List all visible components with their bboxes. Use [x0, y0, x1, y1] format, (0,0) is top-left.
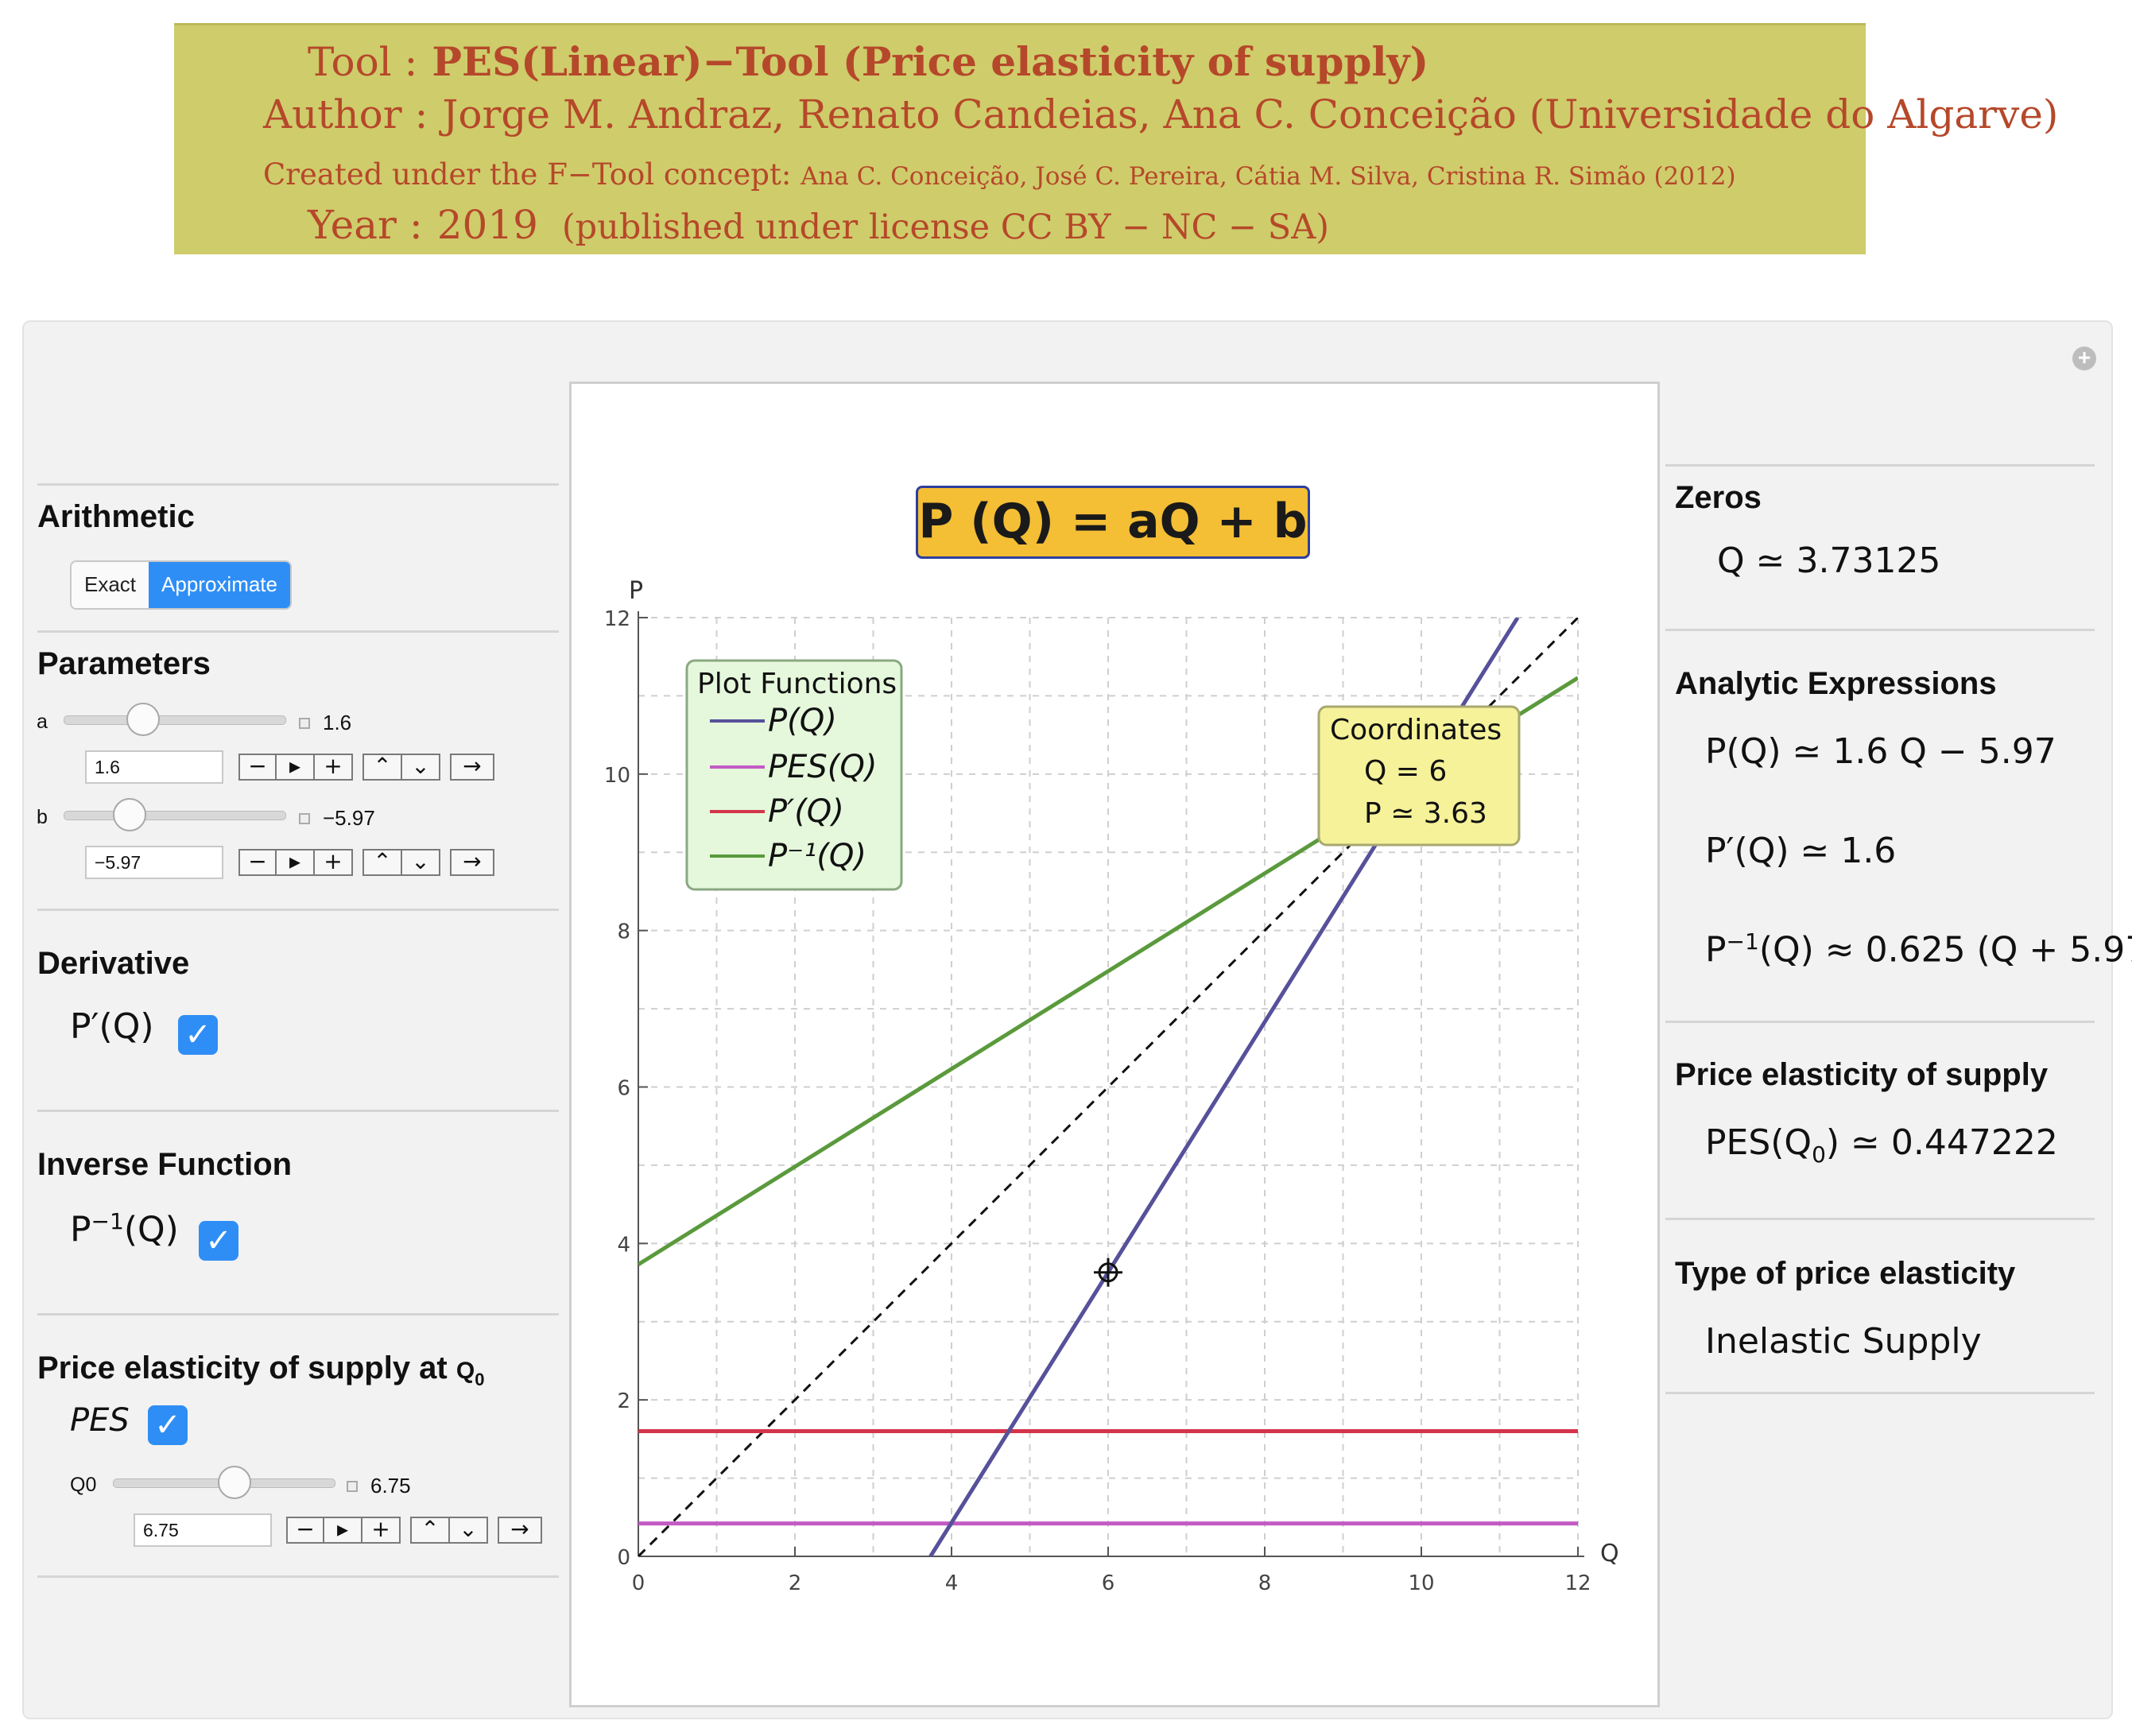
a-input[interactable]: 1.6: [85, 750, 223, 784]
b-decrement-button[interactable]: −: [238, 849, 277, 876]
pes-result-sub: 0: [1812, 1141, 1826, 1168]
derivative-label: P′(Q): [70, 1006, 154, 1047]
analytic-inverse: P−1(Q) ≈ 0.625 (Q + 5.97): [1705, 928, 2132, 971]
q0-slower-button[interactable]: ⌄: [448, 1517, 488, 1544]
b-faster-button[interactable]: ⌃: [362, 849, 402, 876]
a-faster-button[interactable]: ⌃: [362, 754, 402, 781]
b-slower-button[interactable]: ⌄: [401, 849, 440, 876]
analytic-p: P(Q) ≃ 1.6 Q − 5.97: [1705, 731, 2056, 772]
license-text: (published under license CC BY − NC − SA…: [561, 207, 1330, 247]
tool-line: Tool : PES(Linear)−Tool (Price elasticity…: [308, 38, 1428, 85]
a-slower-button[interactable]: ⌄: [401, 754, 440, 781]
type-title: Type of price elasticity: [1675, 1256, 2016, 1291]
inverse-label-arg: (Q): [123, 1209, 179, 1250]
q0-direction-button[interactable]: →: [498, 1517, 542, 1544]
q0-slider-handle[interactable]: [217, 1466, 251, 1499]
divider: [1665, 464, 2095, 467]
inverse-label: P−1(Q): [70, 1208, 179, 1250]
plot-frame: [569, 382, 1660, 1707]
a-play-button[interactable]: ▸: [275, 754, 315, 781]
b-play-button[interactable]: ▸: [275, 849, 315, 876]
pes-title: Price elasticity of supply at Q0: [37, 1350, 484, 1390]
a-slider-handle[interactable]: [126, 703, 161, 736]
author-value: Jorge M. Andraz, Renato Candeias, Ana C.…: [442, 91, 2059, 138]
concept-line: Created under the F−Tool concept: Ana C.…: [263, 157, 1736, 192]
zeros-value: Q ≃ 3.73125: [1717, 541, 1941, 581]
approximate-button[interactable]: Approximate: [149, 562, 290, 608]
divider: [37, 1313, 559, 1316]
divider: [37, 1110, 559, 1112]
tool-label: Tool :: [308, 39, 418, 85]
arithmetic-title: Arithmetic: [37, 499, 195, 534]
inverse-checkbox[interactable]: ✓: [199, 1221, 238, 1261]
b-increment-button[interactable]: +: [313, 849, 353, 876]
b-input[interactable]: −5.97: [85, 846, 223, 879]
q0-value: 6.75: [370, 1474, 411, 1498]
type-value: Inelastic Supply: [1705, 1321, 1982, 1362]
analytic-inverse-base: P: [1705, 929, 1727, 971]
pes-result-rest: ) ≃ 0.447222: [1825, 1122, 2058, 1163]
divider: [37, 909, 559, 911]
a-slider-minus-icon[interactable]: [299, 718, 310, 729]
analytic-derivative: P′(Q) ≃ 1.6: [1705, 831, 1897, 871]
a-slider-label: a: [37, 711, 48, 733]
b-value: −5.97: [323, 806, 375, 830]
q0-play-button[interactable]: ▸: [323, 1517, 362, 1544]
a-increment-button[interactable]: +: [313, 754, 353, 781]
pes-result-value: PES(Q0) ≃ 0.447222: [1705, 1122, 2058, 1168]
b-slider-label: b: [37, 806, 48, 828]
a-direction-button[interactable]: →: [450, 754, 494, 781]
inverse-title: Inverse Function: [37, 1147, 293, 1182]
divider: [1665, 1021, 2095, 1023]
b-slider-track[interactable]: [64, 811, 286, 820]
analytic-title: Analytic Expressions: [1675, 666, 1997, 701]
derivative-checkbox[interactable]: ✓: [178, 1015, 218, 1055]
a-value: 1.6: [323, 711, 352, 734]
analytic-inverse-rest: (Q) ≈ 0.625 (Q + 5.97): [1758, 929, 2132, 971]
b-direction-button[interactable]: →: [450, 849, 494, 876]
divider: [37, 483, 559, 486]
pes-title-sub: Q: [455, 1358, 475, 1384]
a-decrement-button[interactable]: −: [238, 754, 277, 781]
q0-slider-minus-icon[interactable]: [347, 1481, 358, 1492]
divider: [1665, 1218, 2095, 1220]
divider: [37, 630, 559, 633]
divider: [1665, 629, 2095, 631]
year-value: 2019: [436, 202, 538, 248]
year-line: Year : 2019 (published under license CC B…: [308, 202, 1329, 248]
a-slider-track[interactable]: [64, 715, 286, 725]
b-slider-minus-icon[interactable]: [299, 813, 310, 824]
pes-title-text: Price elasticity of supply at: [37, 1350, 448, 1385]
concept-label: Created under the F−Tool concept:: [263, 157, 792, 192]
pes-checkbox[interactable]: ✓: [148, 1405, 188, 1445]
pes-checkbox-label: PES: [70, 1402, 130, 1439]
concept-value: Ana C. Conceição, José C. Pereira, Cátia…: [800, 162, 1736, 191]
q0-increment-button[interactable]: +: [361, 1517, 401, 1544]
inverse-label-sup: −1: [91, 1208, 124, 1234]
pes-title-sub-index: 0: [475, 1370, 485, 1389]
parameters-title: Parameters: [37, 646, 211, 681]
year-label: Year :: [308, 202, 423, 248]
q0-faster-button[interactable]: ⌃: [410, 1517, 450, 1544]
analytic-inverse-sup: −1: [1726, 928, 1759, 955]
pes-result-base: PES(Q: [1705, 1122, 1812, 1163]
formula-box: P (Q) = aQ + b: [916, 486, 1310, 559]
q0-slider-label: Q0: [70, 1474, 97, 1496]
author-line: Author : Jorge M. Andraz, Renato Candeias…: [263, 91, 2058, 138]
zeros-title: Zeros: [1675, 480, 1762, 515]
b-slider-handle[interactable]: [113, 798, 147, 831]
divider: [37, 1575, 559, 1578]
derivative-title: Derivative: [37, 946, 190, 981]
tool-value: PES(Linear)−Tool (Price elasticity of su…: [432, 38, 1429, 85]
author-label: Author :: [263, 91, 428, 138]
q0-input[interactable]: 6.75: [134, 1513, 272, 1547]
add-icon[interactable]: +: [2072, 347, 2096, 370]
header-banner: Tool : PES(Linear)−Tool (Price elasticity…: [174, 23, 2058, 254]
arithmetic-toggle[interactable]: Exact Approximate: [70, 560, 292, 610]
pes-result-title: Price elasticity of supply: [1675, 1057, 2049, 1092]
inverse-label-base: P: [70, 1209, 91, 1250]
divider: [1665, 1392, 2095, 1394]
exact-button[interactable]: Exact: [72, 562, 149, 608]
q0-decrement-button[interactable]: −: [286, 1517, 324, 1544]
